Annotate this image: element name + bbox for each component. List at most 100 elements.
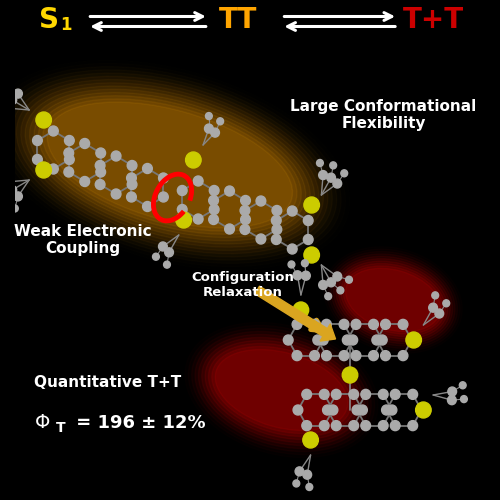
Ellipse shape — [338, 261, 448, 339]
Circle shape — [240, 196, 250, 205]
Circle shape — [339, 320, 349, 330]
Circle shape — [111, 151, 121, 161]
Circle shape — [152, 253, 160, 260]
Circle shape — [295, 467, 304, 476]
Ellipse shape — [195, 332, 368, 448]
Circle shape — [4, 83, 12, 90]
Circle shape — [328, 405, 338, 415]
Circle shape — [126, 173, 136, 183]
Circle shape — [303, 470, 312, 479]
Circle shape — [240, 214, 250, 224]
Circle shape — [0, 184, 2, 190]
Ellipse shape — [20, 83, 319, 247]
Ellipse shape — [38, 96, 302, 234]
Text: T: T — [56, 422, 66, 436]
Circle shape — [80, 138, 90, 148]
Circle shape — [96, 180, 105, 190]
Text: Large Conformational
Flexibility: Large Conformational Flexibility — [290, 99, 476, 131]
Ellipse shape — [346, 268, 440, 332]
Circle shape — [435, 309, 444, 318]
Circle shape — [346, 276, 352, 283]
Circle shape — [0, 94, 4, 102]
Circle shape — [318, 335, 328, 345]
Circle shape — [407, 335, 416, 345]
Circle shape — [206, 112, 212, 119]
Circle shape — [240, 206, 250, 216]
Circle shape — [460, 396, 468, 402]
Circle shape — [293, 405, 303, 415]
Ellipse shape — [336, 258, 450, 342]
Circle shape — [293, 480, 300, 487]
Circle shape — [6, 177, 14, 186]
Circle shape — [6, 104, 14, 113]
Circle shape — [210, 128, 220, 137]
Circle shape — [256, 234, 266, 244]
Text: Configuration
Relaxation: Configuration Relaxation — [191, 271, 294, 299]
Circle shape — [333, 179, 342, 188]
Circle shape — [316, 160, 324, 166]
Ellipse shape — [331, 254, 455, 346]
Ellipse shape — [341, 264, 446, 336]
Circle shape — [80, 176, 90, 186]
Circle shape — [158, 242, 168, 251]
Circle shape — [164, 261, 170, 268]
Circle shape — [302, 420, 312, 430]
Circle shape — [0, 108, 2, 115]
Circle shape — [306, 484, 312, 490]
Circle shape — [320, 420, 329, 430]
Circle shape — [186, 152, 201, 168]
Circle shape — [372, 335, 382, 345]
Circle shape — [32, 154, 42, 164]
Circle shape — [288, 206, 297, 216]
Circle shape — [304, 234, 313, 244]
Circle shape — [378, 390, 388, 400]
Circle shape — [224, 224, 234, 234]
Circle shape — [178, 204, 187, 214]
Text: 1: 1 — [60, 16, 72, 34]
Text: T+T: T+T — [403, 6, 464, 34]
Circle shape — [380, 350, 390, 360]
Circle shape — [302, 390, 312, 400]
Circle shape — [8, 96, 16, 104]
Circle shape — [398, 320, 408, 330]
Circle shape — [341, 170, 347, 177]
Circle shape — [304, 247, 320, 263]
Circle shape — [36, 162, 52, 178]
Circle shape — [224, 186, 234, 196]
Circle shape — [210, 204, 219, 214]
Circle shape — [448, 396, 456, 404]
Circle shape — [14, 192, 22, 201]
Circle shape — [12, 205, 18, 212]
Circle shape — [408, 420, 418, 430]
Circle shape — [318, 280, 328, 289]
Circle shape — [217, 118, 224, 125]
Ellipse shape — [208, 344, 354, 436]
Circle shape — [272, 224, 281, 234]
Circle shape — [368, 350, 378, 360]
Circle shape — [387, 405, 397, 415]
Circle shape — [208, 214, 218, 224]
Circle shape — [293, 271, 302, 280]
Circle shape — [176, 212, 192, 228]
Ellipse shape — [198, 334, 364, 446]
Text: Quantitative T+T: Quantitative T+T — [34, 375, 181, 390]
Circle shape — [382, 405, 392, 415]
Circle shape — [208, 196, 218, 205]
Ellipse shape — [47, 102, 292, 228]
Circle shape — [432, 292, 438, 299]
Circle shape — [361, 390, 370, 400]
Circle shape — [1, 196, 8, 203]
Circle shape — [64, 136, 74, 145]
Circle shape — [293, 302, 308, 318]
Circle shape — [302, 271, 310, 280]
Ellipse shape — [215, 350, 348, 430]
Circle shape — [416, 402, 431, 418]
Ellipse shape — [343, 266, 443, 334]
Circle shape — [351, 320, 361, 330]
Circle shape — [240, 224, 250, 234]
Circle shape — [332, 420, 341, 430]
Circle shape — [349, 420, 358, 430]
Text: S: S — [39, 6, 59, 34]
Ellipse shape — [25, 86, 314, 244]
Circle shape — [158, 192, 168, 202]
